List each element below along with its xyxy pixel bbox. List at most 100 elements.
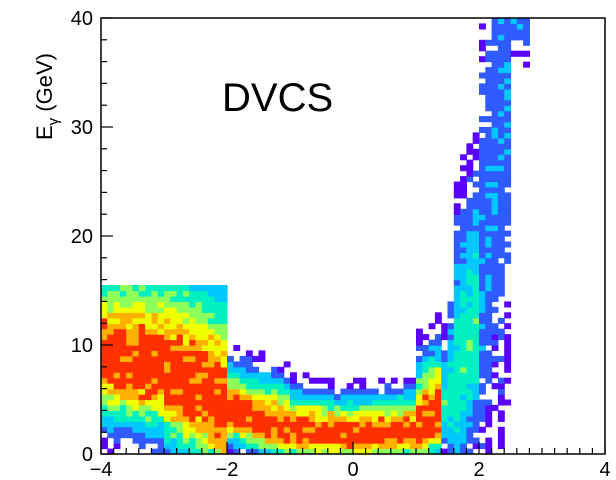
heatmap-cell [485,268,493,275]
heatmap-cell [453,219,461,226]
heatmap-cell [151,334,159,341]
heatmap-cell [353,394,360,401]
heatmap-cell [145,415,152,422]
heatmap-cell [453,361,461,368]
heatmap-cell [245,372,253,379]
heatmap-cell [485,197,493,204]
heatmap-cell [119,328,127,335]
heatmap-cell [220,339,228,346]
heatmap-cell [201,437,209,444]
heatmap-cell [157,410,165,417]
heatmap-cell [132,421,140,428]
heatmap-cell [466,404,474,411]
x-tick-label: 0 [347,459,358,480]
heatmap-cell [176,317,184,324]
heatmap-cell [409,415,417,422]
heatmap-cell [126,345,134,351]
heatmap-cell [497,443,505,450]
heatmap-cell [472,241,480,248]
heatmap-cell [497,99,505,106]
heatmap-cell [409,404,417,411]
heatmap-cell [277,443,285,450]
heatmap-cell [157,426,165,433]
heatmap-cell [189,448,197,455]
heatmap-cell [208,285,215,292]
heatmap-cell [101,388,108,395]
x-tick-label: 4 [599,459,610,480]
heatmap-cell [378,404,386,411]
heatmap-cell [466,176,474,183]
heatmap-cell [119,285,127,292]
heatmap-cell [472,345,480,351]
heatmap-cell [107,306,115,313]
heatmap-cell [434,410,442,417]
heatmap-cell [497,415,505,422]
heatmap-cell [371,426,379,433]
heatmap-cell [101,361,108,368]
heatmap-cell [277,432,285,439]
heatmap-cell [472,394,480,401]
heatmap-cell [227,361,234,368]
heatmap-cell [113,388,121,395]
heatmap-cell [384,443,392,450]
heatmap-cell [271,443,278,450]
heatmap-cell [189,334,197,341]
heatmap-cell [334,443,341,450]
heatmap-cell [340,432,348,439]
heatmap-cell [447,448,455,455]
heatmap-cell [479,285,486,292]
heatmap-cell [296,443,304,450]
heatmap-cell [428,394,436,401]
heatmap-cell [416,345,423,351]
heatmap-cell [359,410,367,417]
heatmap-cell [472,252,480,259]
heatmap-cell [271,437,278,444]
heatmap-cell [460,350,467,357]
heatmap-cell [189,388,197,395]
heatmap-cell [308,443,316,450]
heatmap-cell [447,421,455,428]
heatmap-cell [371,394,379,401]
heatmap-cell [497,94,505,101]
heatmap-cell [504,339,512,346]
heatmap-cell [176,377,184,384]
heatmap-cell [497,279,505,286]
heatmap-cell [485,165,493,172]
heatmap-cell [466,366,474,373]
heatmap-cell [453,181,461,188]
heatmap-cell [504,214,512,221]
heatmap-cell [491,246,499,253]
heatmap-cell [189,372,197,379]
heatmap-cell [428,421,436,428]
heatmap-cell [271,421,278,428]
heatmap-cell [378,448,386,455]
heatmap-cell [346,410,354,417]
heatmap-cell [497,192,505,199]
heatmap-cell [434,437,442,444]
heatmap-cell [504,61,512,68]
heatmap-cell [233,366,241,373]
heatmap-cell [434,388,442,395]
heatmap-cell [157,437,165,444]
heatmap-cell [472,323,480,330]
heatmap-cell [164,296,171,302]
heatmap-cell [497,61,505,68]
heatmap-cell [453,443,461,450]
heatmap-cell [245,383,253,390]
heatmap-cell [504,99,512,106]
heatmap-cell [119,432,127,439]
heatmap-cell [497,268,505,275]
heatmap-cell [453,415,461,422]
heatmap-cell [176,394,184,401]
heatmap-cell [195,345,203,351]
heatmap-cell [138,366,146,373]
heatmap-cell [113,404,121,411]
heatmap-cell [195,290,203,297]
heatmap-cell [252,437,260,444]
heatmap-cell [201,345,209,351]
heatmap-cell [434,383,442,390]
heatmap-cell [353,443,360,450]
heatmap-cell [101,290,108,297]
heatmap-cell [479,415,486,422]
heatmap-cell [164,350,171,357]
